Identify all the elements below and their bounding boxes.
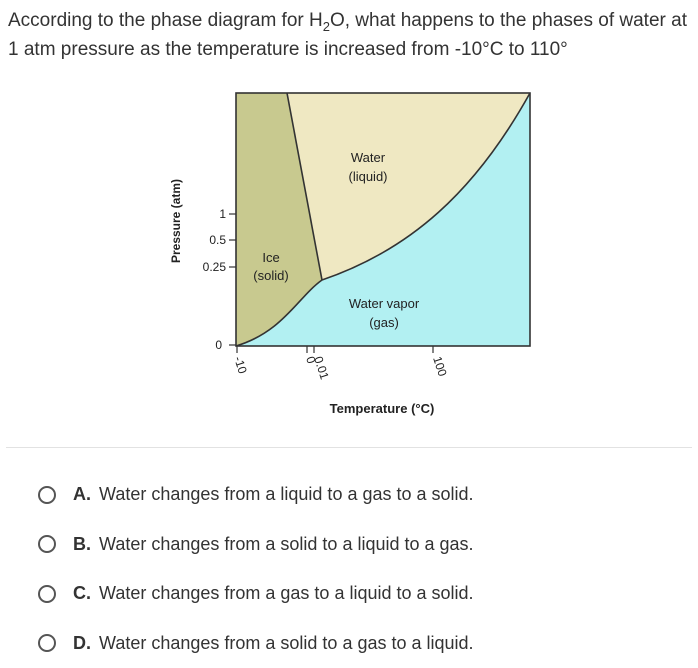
option-letter: A. [73,484,91,505]
radio-button-a[interactable] [38,486,56,504]
option-a[interactable]: A. Water changes from a liquid to a gas … [38,470,678,520]
question-text: According to the phase diagram for H2O, … [8,6,688,64]
solid-label: (solid) [253,268,288,283]
option-text: Water changes from a liquid to a gas to … [99,484,474,505]
x-tick-label: 100 [430,355,450,379]
liquid-label: (liquid) [348,169,387,184]
radio-button-c[interactable] [38,585,56,603]
option-b[interactable]: B. Water changes from a solid to a liqui… [38,520,678,570]
y-tick-label: 0 [215,338,222,352]
option-text: Water changes from a solid to a gas to a… [99,633,474,654]
liquid-label: Water [351,150,386,165]
option-letter: D. [73,633,91,654]
y-axis-label: Pressure (atm) [169,179,183,263]
option-text: Water changes from a gas to a liquid to … [99,583,474,604]
y-tick-label: 0.5 [209,233,226,247]
solid-label: Ice [262,250,279,265]
y-tick-label: 1 [219,207,226,221]
option-d[interactable]: D. Water changes from a solid to a gas t… [38,619,678,668]
gas-label: Water vapor [349,296,420,311]
y-tick-label: 0.25 [203,260,227,274]
phase-diagram: 1 0.5 0.25 0 -10 0 0.01 100 Pressure (at… [160,82,540,432]
option-letter: C. [73,583,91,604]
option-c[interactable]: C. Water changes from a gas to a liquid … [38,569,678,619]
divider [6,447,692,448]
radio-button-b[interactable] [38,535,56,553]
y-tick-marks [229,214,236,345]
gas-label: (gas) [369,315,399,330]
x-tick-label: -10 [231,355,250,376]
option-letter: B. [73,534,91,555]
x-tick-label: 0.01 [311,355,332,382]
radio-button-d[interactable] [38,634,56,652]
x-tick-marks [237,346,433,353]
answer-options: A. Water changes from a liquid to a gas … [38,470,678,668]
x-axis-label: Temperature (°C) [330,401,435,416]
option-text: Water changes from a solid to a liquid t… [99,534,474,555]
